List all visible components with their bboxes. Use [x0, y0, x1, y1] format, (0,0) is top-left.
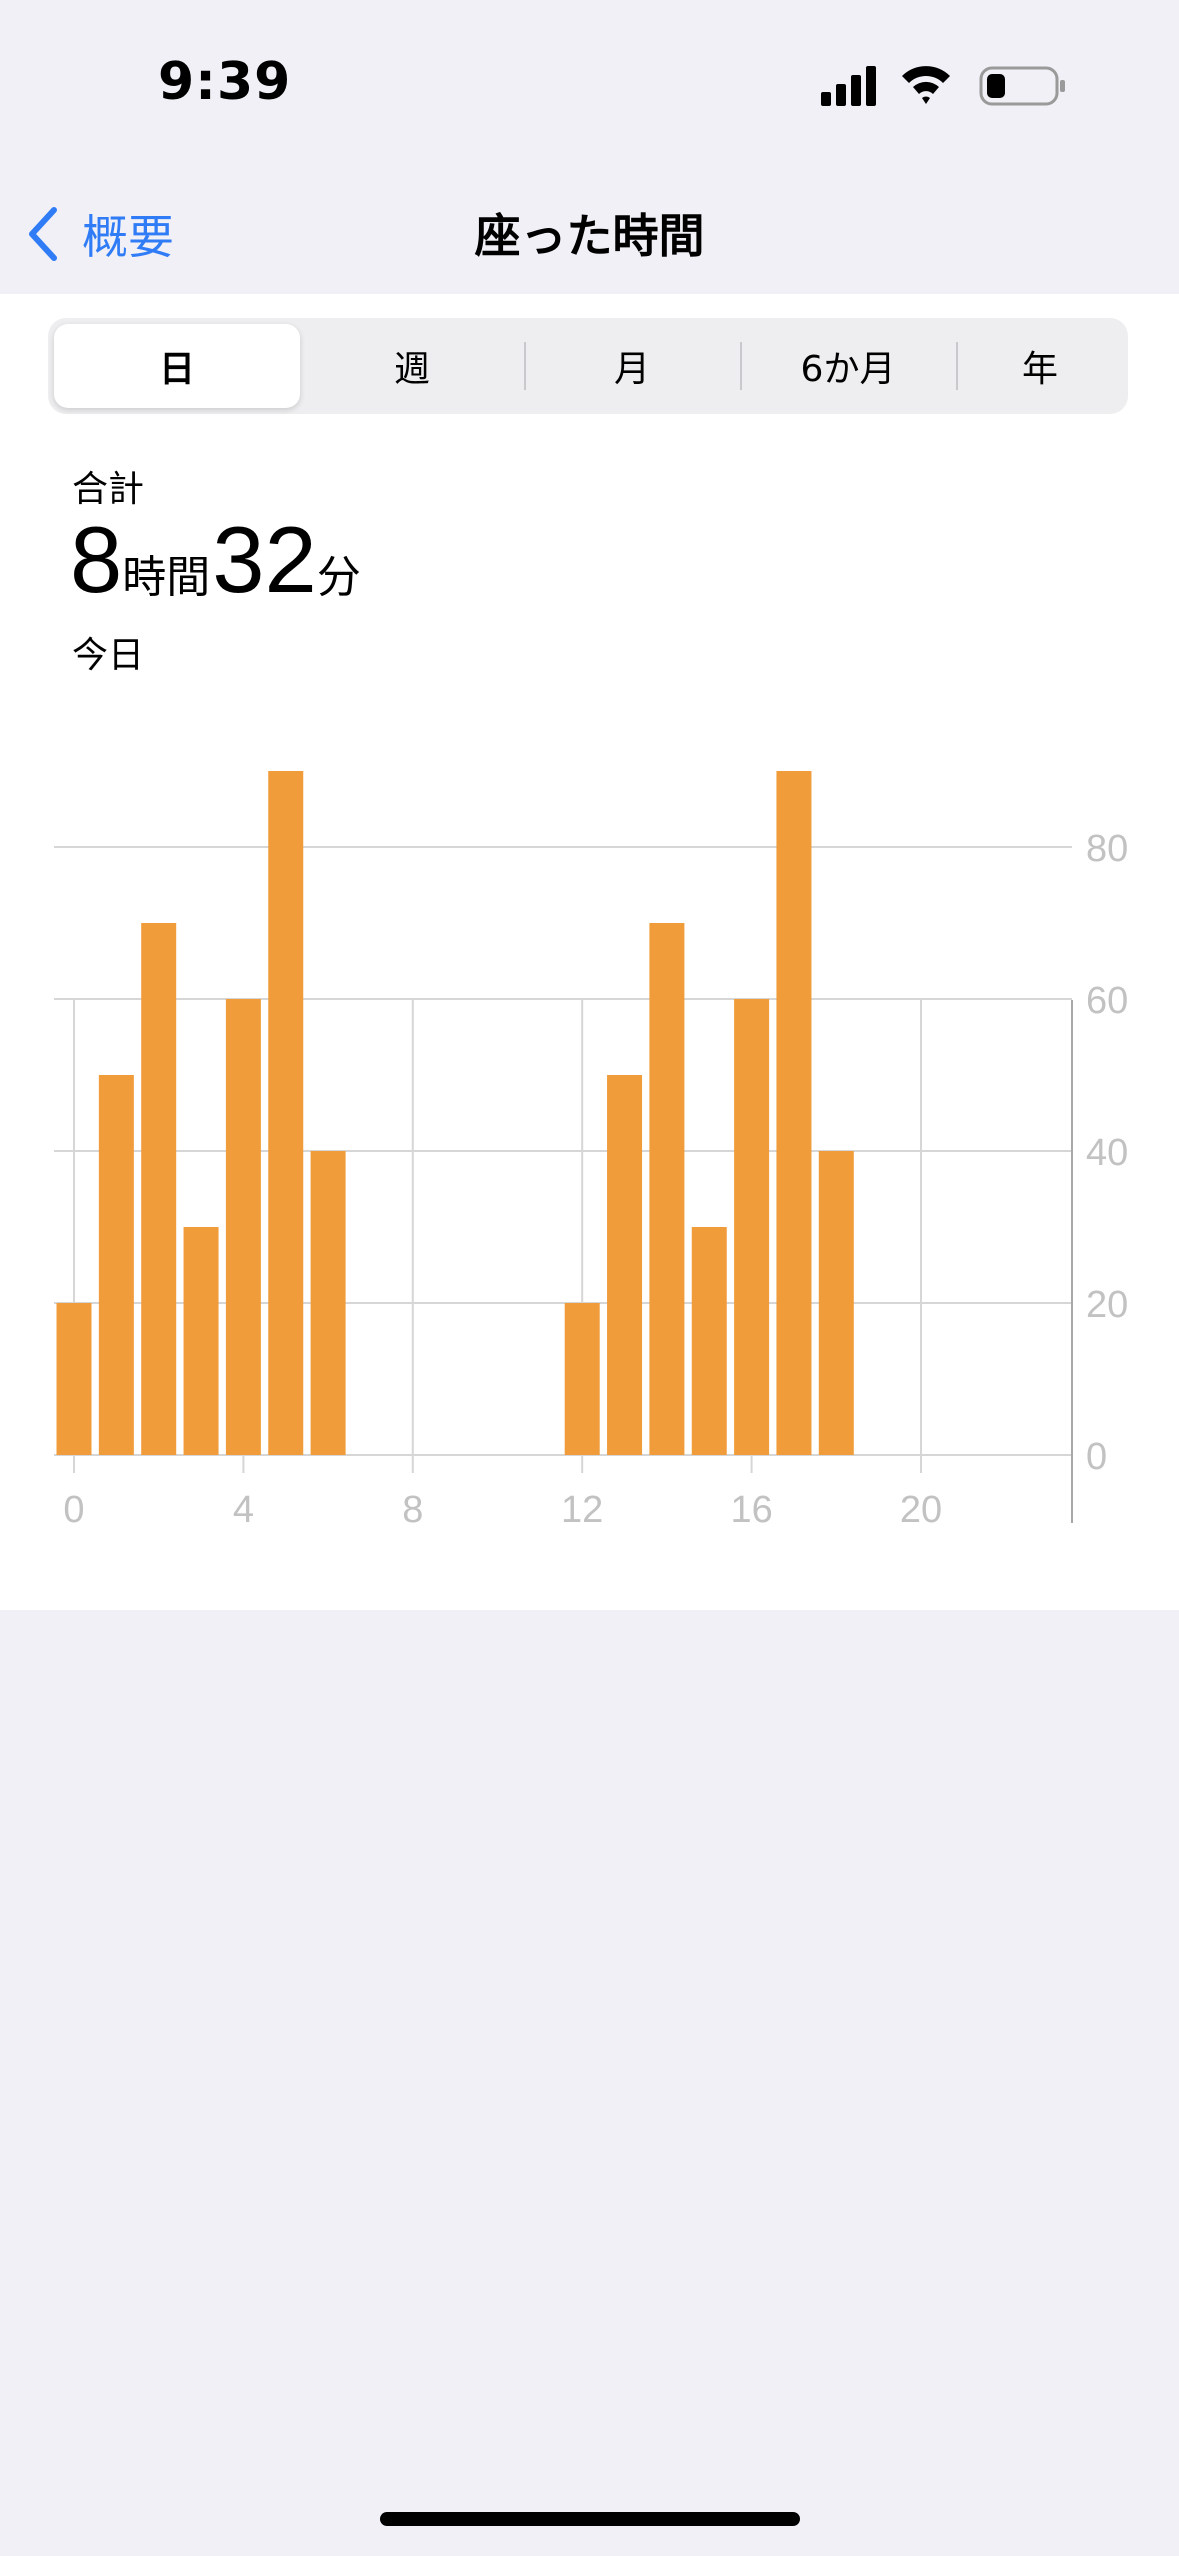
total-minutes: 32 — [212, 507, 317, 612]
total-hours: 8 — [70, 507, 123, 612]
bar — [564, 1303, 600, 1455]
y-tick-label: 80 — [1086, 828, 1128, 870]
segment-six-months[interactable]: 6か月 — [800, 349, 896, 390]
bar — [98, 1075, 134, 1455]
home-indicator — [380, 2512, 800, 2526]
total-value: 8時間32分 — [70, 506, 363, 614]
segment-divider — [956, 342, 958, 390]
bar — [183, 1227, 219, 1455]
time-range-segmented-control: 日 週 月 6か月 年 — [48, 318, 1128, 414]
bar — [268, 771, 304, 1455]
date-label: 今日 — [72, 635, 145, 676]
back-button-label: 概要 — [82, 210, 174, 264]
x-tick-label: 0 — [63, 1489, 84, 1531]
bar — [691, 1227, 727, 1455]
x-tick-label: 12 — [561, 1489, 603, 1531]
bar — [310, 1151, 346, 1455]
minutes-unit: 分 — [316, 552, 361, 603]
chevron-left-icon — [29, 207, 57, 261]
segment-week[interactable]: 週 — [393, 349, 430, 390]
status-icons — [821, 66, 1065, 106]
y-tick-label: 0 — [1086, 1436, 1107, 1478]
segment-day[interactable]: 日 — [54, 324, 300, 408]
segment-year[interactable]: 年 — [1021, 349, 1058, 390]
x-tick-label: 4 — [233, 1489, 254, 1531]
wifi-icon — [902, 66, 950, 104]
segment-month[interactable]: 月 — [613, 349, 650, 390]
status-time: 9:39 — [158, 52, 292, 112]
y-tick-label: 20 — [1086, 1284, 1128, 1326]
battery-icon — [979, 66, 1065, 106]
x-tick-label: 16 — [730, 1489, 772, 1531]
sitting-time-chart[interactable]: 0 20 40 60 80 0 4 8 12 16 20 — [0, 694, 1179, 1554]
content-card: 日 週 月 6か月 年 合計 8時間32分 今日 0 20 40 60 80 0 4 8 12 1… — [0, 294, 1179, 1610]
cellular-signal-icon — [821, 66, 876, 106]
segment-divider — [740, 342, 742, 390]
status-bar: 9:39 — [0, 0, 1179, 170]
navigation-bar: 概要 座った時間 — [0, 170, 1179, 294]
hours-unit: 時間 — [122, 552, 211, 603]
page-title: 座った時間 — [474, 209, 705, 263]
segment-divider — [524, 342, 526, 390]
y-tick-label: 60 — [1086, 980, 1128, 1022]
total-label: 合計 — [72, 469, 145, 510]
bar — [141, 923, 177, 1455]
x-tick-label: 8 — [402, 1489, 423, 1531]
bar — [607, 1075, 643, 1455]
x-tick-label: 20 — [900, 1489, 942, 1531]
y-tick-label: 40 — [1086, 1132, 1128, 1174]
bar — [776, 771, 812, 1455]
bar — [649, 923, 685, 1455]
back-button[interactable]: 概要 — [24, 194, 174, 274]
bar — [56, 1303, 92, 1455]
bar — [225, 999, 261, 1455]
bar — [734, 999, 770, 1455]
bar — [818, 1151, 854, 1455]
